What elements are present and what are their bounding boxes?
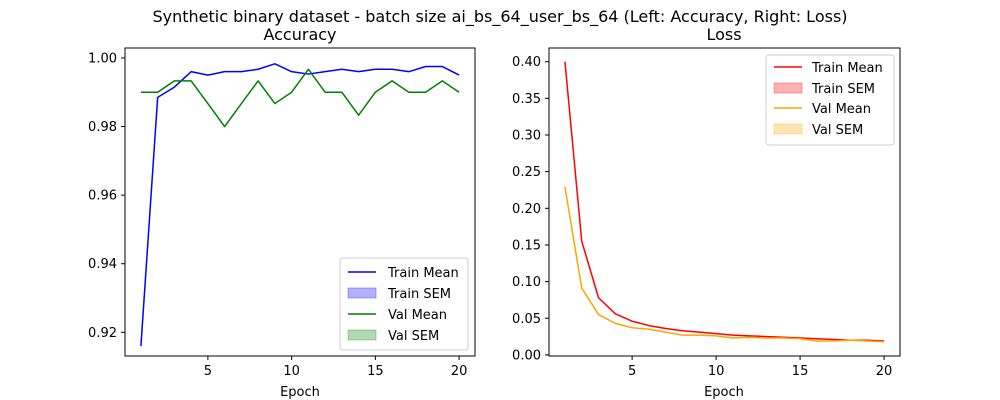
loss-legend-train-sem: Train SEM — [811, 82, 875, 97]
loss-chart: Loss Epoch 5 10 15 20 0.00 0.05 0.10 0.15 0.20 0.… — [512, 25, 901, 400]
loss-legend-val-sem-swatch — [773, 123, 803, 135]
accuracy-axes-frame — [124, 47, 476, 357]
accuracy-chart: Accuracy Epoch 5 10 15 20 0.92 0.94 0.96 0.98 1.… — [88, 25, 476, 400]
accuracy-legend-box — [339, 257, 469, 351]
figure-title: Synthetic binary dataset - batch size ai… — [152, 7, 847, 27]
accuracy-y-tick-label: 0.98 — [88, 120, 117, 135]
loss-y-tick-label: 0.15 — [512, 238, 541, 253]
loss-chart-title: Loss — [706, 25, 741, 44]
loss-legend: Train Mean Train SEM Val Mean Val SEM — [765, 54, 895, 146]
loss-legend-val-mean: Val Mean — [812, 102, 871, 117]
loss-axes-frame — [548, 47, 901, 357]
loss-legend-train-mean: Train Mean — [811, 61, 883, 76]
accuracy-x-tick-label: 10 — [283, 364, 300, 379]
loss-x-tick-label: 5 — [628, 364, 636, 379]
accuracy-plot-area — [140, 63, 460, 347]
loss-y-tick-label: 0.10 — [512, 275, 541, 290]
accuracy-y-tick-label: 0.96 — [88, 189, 117, 204]
accuracy-legend-train-mean: Train Mean — [387, 266, 459, 281]
accuracy-val-mean-line — [140, 68, 460, 128]
loss-x-tick-label: 15 — [792, 364, 809, 379]
loss-val-mean-line — [564, 186, 885, 343]
loss-legend-val-sem: Val SEM — [812, 123, 863, 138]
loss-y-tick-label: 0.40 — [512, 55, 541, 70]
loss-x-tick-label: 20 — [876, 364, 893, 379]
accuracy-ticks: 5 10 15 20 0.92 0.94 0.96 0.98 1.00 — [88, 51, 467, 379]
loss-ticks: 5 10 15 20 0.00 0.05 0.10 0.15 0.20 0.25 0.30 0.35 0… — [512, 55, 892, 379]
loss-legend-train-sem-swatch — [773, 82, 803, 94]
loss-y-tick-label: 0.35 — [512, 92, 541, 107]
accuracy-legend-train-sem-swatch — [347, 287, 377, 299]
accuracy-y-tick-label: 0.94 — [88, 257, 117, 272]
accuracy-legend-val-sem-swatch — [347, 329, 377, 341]
loss-y-tick-label: 0.25 — [512, 165, 541, 180]
accuracy-x-tick-label: 5 — [204, 364, 212, 379]
accuracy-legend-train-sem: Train SEM — [387, 287, 451, 302]
accuracy-legend: Train Mean Train SEM Val Mean Val SEM — [339, 257, 469, 351]
loss-y-tick-label: 0.05 — [512, 312, 541, 327]
loss-legend-box — [765, 54, 895, 146]
loss-y-tick-label: 0.30 — [512, 129, 541, 144]
loss-x-tick-label: 10 — [708, 364, 725, 379]
loss-plot-area — [564, 61, 885, 343]
accuracy-y-tick-label: 1.00 — [88, 51, 117, 66]
accuracy-x-tick-label: 20 — [451, 364, 468, 379]
loss-train-mean-line — [564, 61, 885, 342]
accuracy-chart-title: Accuracy — [263, 25, 336, 44]
loss-y-tick-label: 0.00 — [512, 348, 541, 363]
accuracy-train-mean-line — [140, 63, 460, 347]
accuracy-y-tick-label: 0.92 — [88, 326, 117, 341]
accuracy-legend-val-sem: Val SEM — [388, 329, 439, 344]
accuracy-x-axis-label: Epoch — [280, 385, 320, 400]
accuracy-legend-val-mean: Val Mean — [388, 308, 447, 323]
loss-x-axis-label: Epoch — [704, 385, 744, 400]
accuracy-x-tick-label: 15 — [367, 364, 384, 379]
loss-y-tick-label: 0.20 — [512, 202, 541, 217]
